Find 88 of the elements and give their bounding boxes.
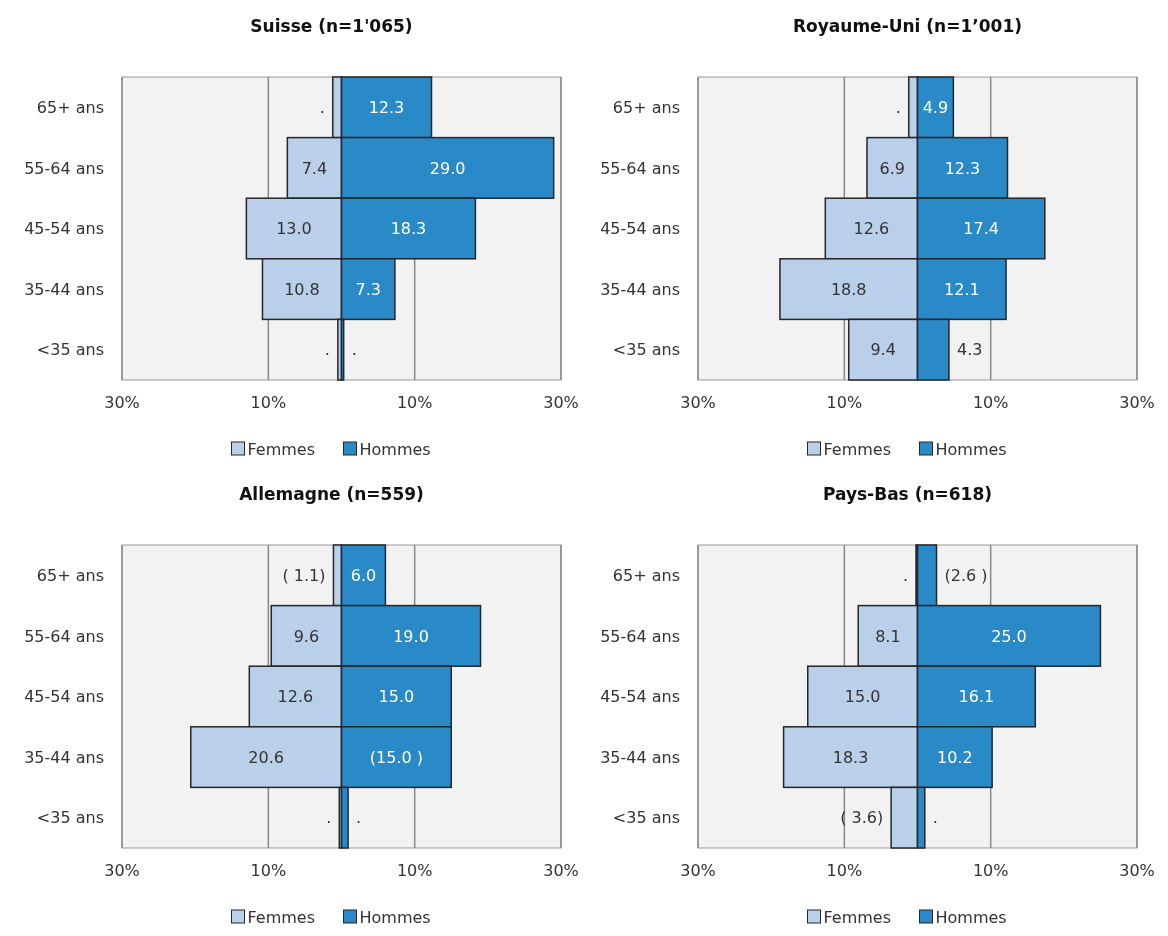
- data-label: 12.3: [368, 97, 405, 117]
- data-label: 16.1: [958, 687, 995, 707]
- y-tick-label: 45-54 ans: [600, 219, 680, 239]
- chart-title: Pays-Bas (n=618): [822, 484, 993, 504]
- y-tick-label: 35-44 ans: [24, 747, 104, 767]
- data-label: 18.3: [832, 747, 869, 767]
- data-label: 12.1: [943, 279, 980, 299]
- data-label: 4.9: [922, 97, 949, 117]
- data-label: .: [902, 565, 909, 585]
- x-tick-label: 30%: [1119, 393, 1155, 412]
- y-tick-label: 35-44 ans: [600, 747, 680, 767]
- y-tick-label: 55-64 ans: [24, 158, 104, 178]
- data-label: 6.9: [879, 158, 905, 178]
- x-tick-label: 10%: [396, 393, 433, 412]
- data-label: 25.0: [991, 626, 1027, 646]
- data-label: .: [895, 97, 901, 117]
- data-label: .: [351, 340, 357, 360]
- data-label: 17.4: [963, 219, 999, 239]
- y-tick-label: 65+ ans: [36, 565, 104, 585]
- data-label: .: [932, 808, 938, 828]
- y-tick-label: 55-64 ans: [24, 626, 104, 646]
- data-label: 15.0: [378, 687, 415, 707]
- x-tick-label: 10%: [250, 861, 287, 880]
- x-tick-label: 10%: [250, 393, 287, 412]
- y-tick-label: 35-44 ans: [24, 279, 104, 299]
- data-label: 9.6: [293, 626, 320, 646]
- chart-title: Royaume-Uni (n=1’001): [792, 16, 1023, 36]
- data-label: 4.3: [956, 340, 983, 360]
- data-label: ( 3.6): [840, 808, 884, 828]
- y-tick-label: 55-64 ans: [600, 626, 680, 646]
- data-label: 29.0: [429, 158, 466, 178]
- data-label: 15.0: [844, 687, 881, 707]
- y-tick-label: 45-54 ans: [600, 687, 680, 707]
- data-label: ( 1.1): [282, 565, 326, 585]
- data-label: .: [326, 808, 332, 828]
- x-tick-label: 30%: [543, 393, 579, 412]
- data-label: 10.2: [937, 747, 973, 767]
- data-label: 10.8: [284, 279, 320, 299]
- x-tick-label: 10%: [972, 861, 1009, 880]
- data-label: 13.0: [276, 219, 312, 239]
- y-tick-label: <35 ans: [36, 808, 104, 828]
- legend-label: Hommes: [359, 907, 431, 927]
- x-tick-label: 10%: [396, 861, 433, 880]
- x-tick-label: 30%: [104, 393, 140, 412]
- x-tick-label: 30%: [680, 861, 716, 880]
- chart-title: Allemagne (n=559): [239, 484, 424, 504]
- data-label: 18.8: [830, 279, 867, 299]
- data-label: 6.0: [350, 565, 377, 585]
- data-label: 12.6: [853, 219, 890, 239]
- data-label: 7.4: [301, 158, 328, 178]
- y-tick-label: <35 ans: [36, 340, 104, 360]
- data-label: 12.3: [944, 158, 981, 178]
- data-label: 12.6: [277, 687, 314, 707]
- data-label: 20.6: [248, 747, 284, 767]
- y-tick-label: <35 ans: [612, 340, 680, 360]
- data-label: 8.1: [875, 626, 901, 646]
- x-tick-label: 30%: [543, 861, 579, 880]
- data-label: 9.4: [870, 340, 896, 360]
- legend-label: Femmes: [247, 439, 316, 459]
- data-label: 7.3: [355, 279, 381, 299]
- data-label: 19.0: [393, 626, 429, 646]
- chart-title: Suisse (n=1'065): [250, 16, 413, 36]
- x-tick-label: 10%: [826, 393, 863, 412]
- y-tick-label: 35-44 ans: [600, 279, 680, 299]
- x-tick-label: 30%: [104, 861, 140, 880]
- y-tick-label: 55-64 ans: [600, 158, 680, 178]
- data-label: .: [319, 97, 325, 117]
- y-tick-label: 45-54 ans: [24, 687, 104, 707]
- data-label: 18.3: [390, 219, 427, 239]
- x-tick-label: 30%: [1119, 861, 1155, 880]
- x-tick-label: 10%: [826, 861, 863, 880]
- y-tick-label: 65+ ans: [612, 565, 680, 585]
- x-tick-label: 10%: [972, 393, 1009, 412]
- data-label: (15.0 ): [369, 747, 423, 767]
- data-label: (2.6 ): [944, 565, 988, 585]
- y-tick-label: <35 ans: [612, 808, 680, 828]
- data-label: .: [324, 340, 330, 360]
- legend-label: Hommes: [935, 907, 1007, 927]
- legend-label: Femmes: [823, 439, 892, 459]
- legend-label: Femmes: [823, 907, 892, 927]
- legend-label: Hommes: [359, 439, 431, 459]
- x-tick-label: 30%: [680, 393, 716, 412]
- y-tick-label: 65+ ans: [36, 97, 104, 117]
- data-label: .: [356, 808, 362, 828]
- legend-label: Femmes: [247, 907, 316, 927]
- y-tick-label: 65+ ans: [612, 97, 680, 117]
- legend-label: Hommes: [935, 439, 1007, 459]
- y-tick-label: 45-54 ans: [24, 219, 104, 239]
